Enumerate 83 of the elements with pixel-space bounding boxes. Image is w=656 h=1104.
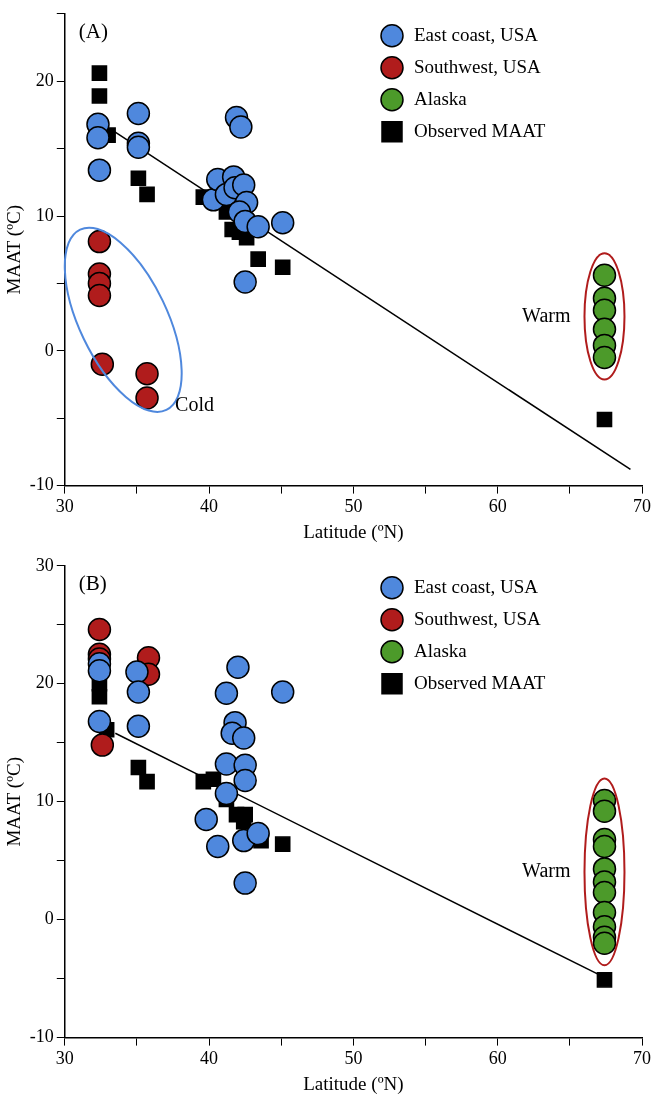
x-axis-title: Latitude (ºN) — [303, 1072, 404, 1095]
point — [125, 660, 149, 684]
point — [205, 771, 222, 788]
point — [87, 617, 112, 642]
point — [592, 345, 617, 370]
point — [214, 681, 239, 705]
point — [270, 210, 295, 235]
point — [229, 115, 253, 139]
point — [87, 659, 112, 683]
point — [231, 726, 256, 750]
point — [87, 158, 112, 182]
point — [135, 386, 159, 410]
point — [250, 251, 266, 267]
point — [90, 733, 115, 757]
point — [270, 680, 295, 704]
y-tick-label: 0 — [44, 339, 54, 360]
point — [596, 971, 613, 988]
legend-label: Alaska — [414, 87, 468, 109]
x-tick-label: 50 — [344, 1048, 363, 1069]
annotation: Warm — [522, 859, 571, 882]
point — [274, 259, 291, 276]
x-tick-label: 70 — [633, 496, 651, 517]
annotation: Warm — [522, 303, 571, 326]
point — [139, 186, 155, 203]
annotation: Cold — [175, 393, 214, 416]
point — [87, 283, 112, 308]
point — [592, 799, 617, 823]
x-tick-label: 50 — [344, 496, 363, 517]
y-tick-label: 10 — [35, 790, 54, 811]
legend-label: Observed MAAT — [414, 119, 546, 141]
point — [86, 126, 110, 150]
x-tick-label: 40 — [200, 1048, 219, 1069]
point — [130, 170, 147, 187]
point — [214, 781, 239, 806]
point — [233, 270, 257, 294]
point — [214, 752, 239, 776]
y-tick-label: 0 — [44, 908, 54, 929]
point — [87, 709, 112, 734]
y-tick-label: -10 — [29, 474, 54, 495]
point — [226, 655, 250, 679]
point — [91, 65, 108, 81]
x-tick-label: 70 — [633, 1048, 651, 1069]
legend-label: Alaska — [414, 639, 468, 661]
legend-label: East coast, USA — [414, 23, 539, 45]
y-tick-label: 10 — [35, 204, 54, 225]
legend-label: East coast, USA — [414, 575, 539, 597]
point — [126, 714, 151, 738]
point — [139, 773, 155, 790]
legend-label: Observed MAAT — [414, 671, 546, 693]
point — [130, 759, 147, 776]
point — [274, 836, 291, 852]
point — [592, 298, 617, 323]
legend-label: Southwest, USA — [414, 607, 541, 629]
point — [233, 768, 257, 793]
point — [87, 229, 112, 254]
point — [91, 88, 108, 104]
point — [135, 361, 159, 386]
point — [91, 688, 108, 705]
point — [246, 215, 270, 239]
point — [194, 807, 218, 832]
point — [126, 680, 151, 704]
y-tick-label: -10 — [29, 1026, 54, 1047]
x-tick-label: 40 — [200, 496, 219, 517]
y-tick-label: 20 — [35, 69, 54, 90]
point — [592, 263, 617, 288]
legend-label: Southwest, USA — [414, 55, 541, 77]
y-tick-label: 20 — [35, 672, 54, 693]
point — [206, 834, 230, 859]
y-axis-title: MAAT (ºC) — [3, 756, 26, 847]
x-tick-label: 60 — [488, 496, 507, 517]
y-axis-title: MAAT (ºC) — [3, 204, 26, 295]
y-tick-label: 30 — [35, 554, 54, 575]
point — [592, 931, 617, 955]
point — [592, 834, 617, 859]
point — [592, 880, 617, 905]
x-axis-title: Latitude (ºN) — [303, 520, 404, 543]
chart-title: (A) — [78, 18, 108, 43]
point — [126, 101, 151, 126]
chart-title: (B) — [78, 570, 107, 595]
x-tick-label: 60 — [488, 1048, 507, 1069]
point — [233, 871, 257, 895]
point — [596, 411, 613, 428]
point — [246, 821, 270, 846]
